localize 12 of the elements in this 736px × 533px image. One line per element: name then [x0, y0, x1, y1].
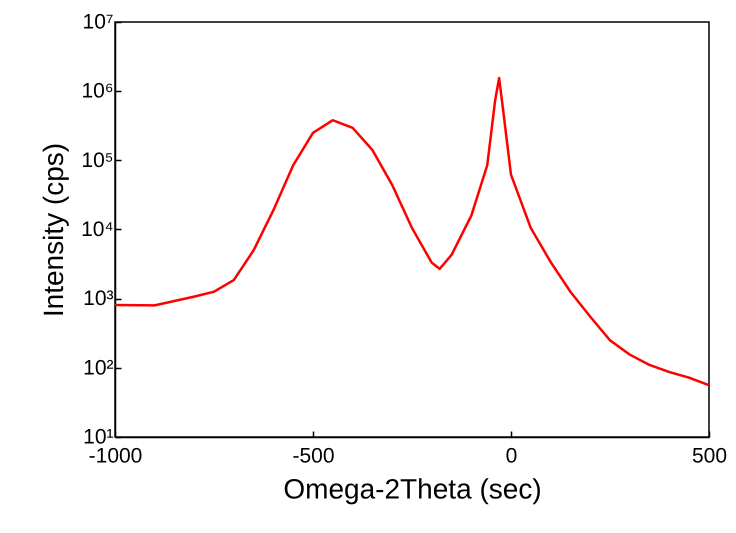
line-series — [115, 76, 709, 386]
x-tick-label: 500 — [692, 444, 728, 468]
x-axis-title: Omega-2Theta (sec) — [283, 474, 542, 504]
y-axis-title: Intensity (cps) — [38, 142, 70, 318]
y-tick-label: 10³ — [83, 287, 114, 310]
y-tick-label: 10⁵ — [81, 148, 114, 172]
x-tick-label: 0 — [506, 444, 518, 468]
y-tick-label: 10² — [83, 356, 114, 380]
y-tick-label: 10⁶ — [81, 80, 114, 103]
y-tick-label: 10⁴ — [81, 218, 114, 241]
x-tick-label: -500 — [292, 444, 335, 468]
y-tick-label: 10⁷ — [82, 10, 114, 34]
